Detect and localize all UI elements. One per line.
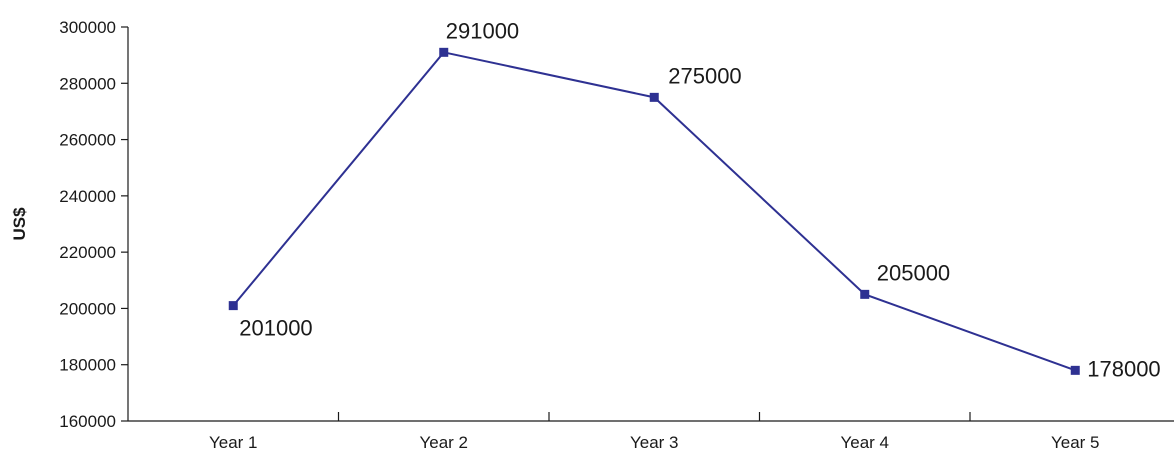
data-point (1070, 365, 1080, 375)
data-label-group: 201000 291000 275000 205000 178000 (239, 18, 1160, 381)
y-tick-label: 200000 (59, 299, 116, 318)
data-label: 201000 (239, 316, 312, 341)
x-tick-label: Year 1 (209, 433, 258, 452)
x-axis: Year 1 Year 2 Year 3 Year 4 Year 5 (128, 412, 1174, 452)
y-tick-label: 220000 (59, 243, 116, 262)
y-axis: 160000 180000 200000 220000 240000 260000 2800… (59, 18, 129, 431)
data-point (439, 47, 449, 57)
y-tick-label: 260000 (59, 131, 116, 150)
y-tick-label: 160000 (59, 412, 116, 431)
y-tick-label: 300000 (59, 18, 116, 37)
x-tick-label: Year 4 (840, 433, 889, 452)
y-axis-title: US$ (10, 207, 29, 241)
series-group (228, 47, 1080, 375)
x-tick-label: Year 3 (630, 433, 679, 452)
data-label: 275000 (668, 63, 741, 88)
y-tick-label: 240000 (59, 187, 116, 206)
x-tick-label: Year 2 (419, 433, 468, 452)
y-tick-label: 180000 (59, 356, 116, 375)
data-label: 291000 (446, 18, 519, 43)
data-label: 205000 (877, 260, 950, 285)
data-label: 178000 (1087, 356, 1160, 381)
y-tick-label: 280000 (59, 74, 116, 93)
data-point (228, 301, 238, 311)
data-point (649, 92, 659, 102)
x-tick-label: Year 5 (1051, 433, 1100, 452)
data-point (860, 289, 870, 299)
